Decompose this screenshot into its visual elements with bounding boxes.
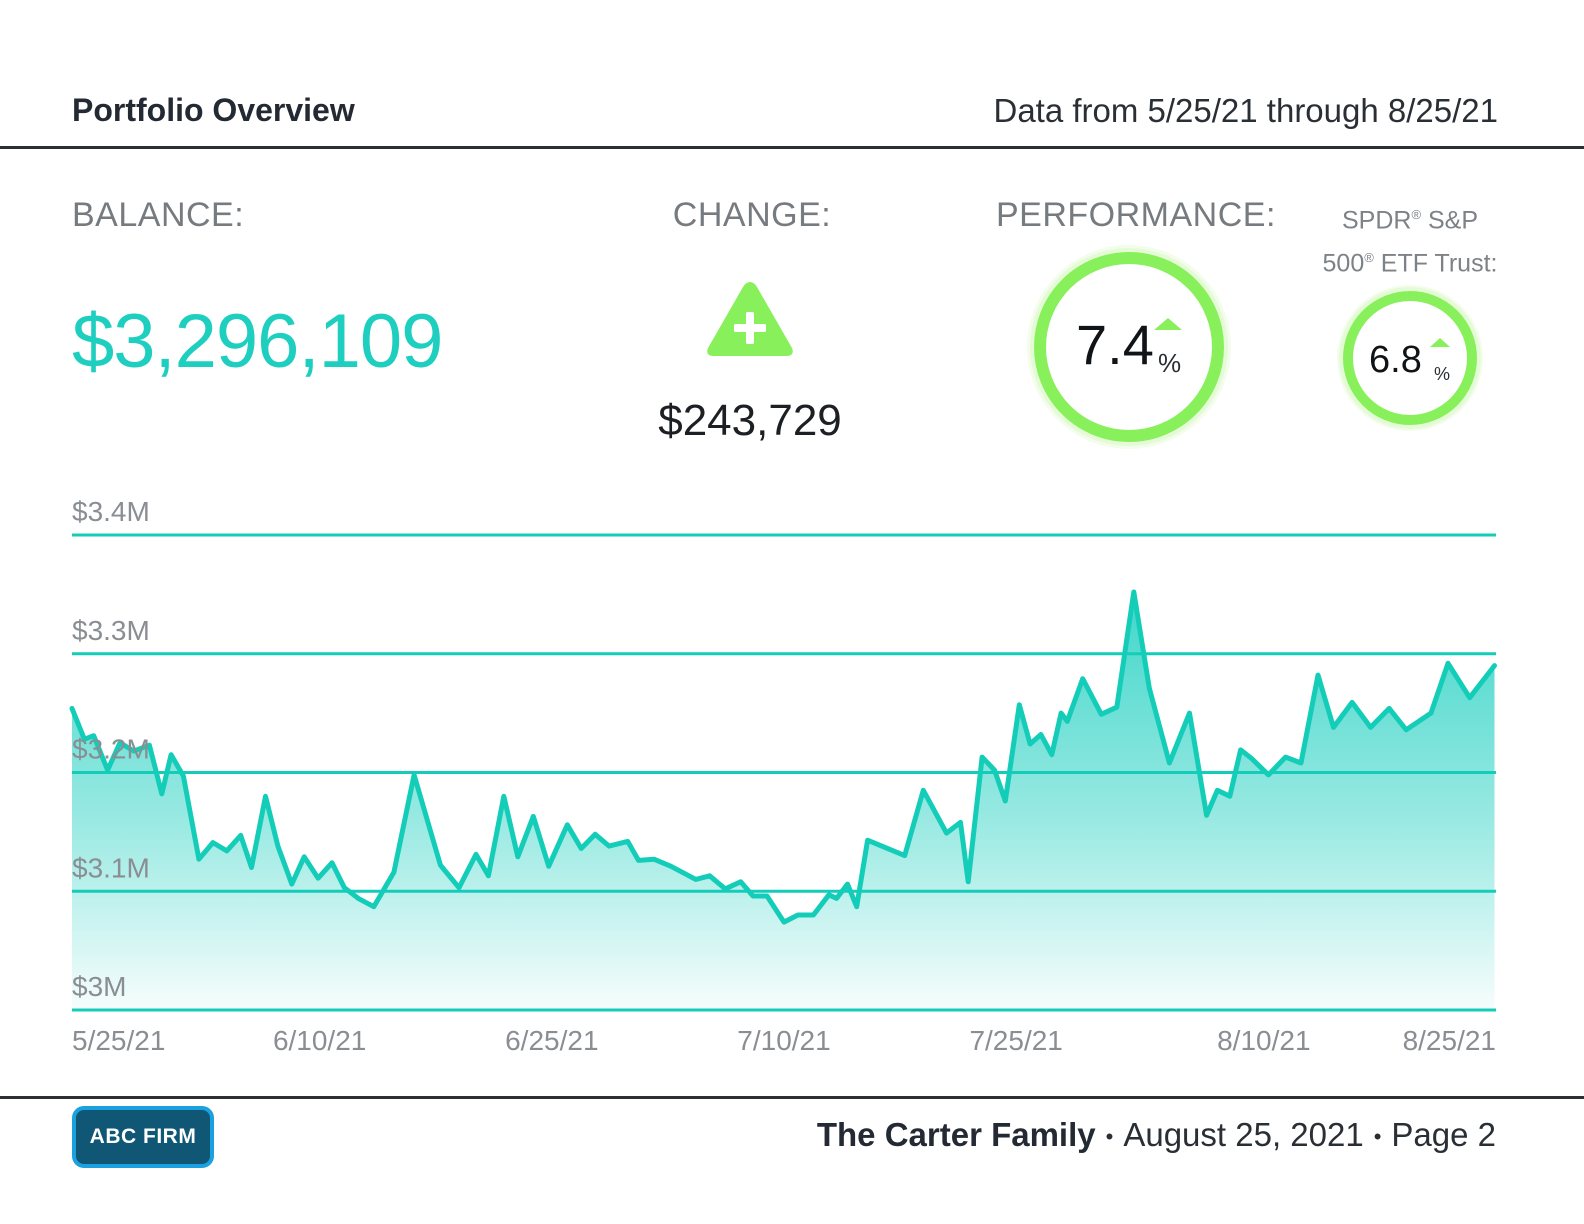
footer-divider xyxy=(0,1096,1584,1099)
registered-mark: ® xyxy=(1411,207,1422,222)
benchmark-label-line2b: ETF Trust: xyxy=(1373,249,1498,278)
balance-line xyxy=(69,589,1497,925)
date-range: Data from 5/25/21 through 8/25/21 xyxy=(993,92,1498,129)
header-divider xyxy=(0,146,1584,149)
performance-label: PERFORMANCE: xyxy=(996,196,1276,234)
up-triangle-icon xyxy=(1430,338,1450,347)
page-number: Page 2 xyxy=(1391,1116,1496,1153)
x-tick-label: 6/25/21 xyxy=(505,1025,598,1056)
footer-info: The Carter Family • August 25, 2021 • Page 2 xyxy=(817,1116,1496,1154)
x-tick-label: 7/25/21 xyxy=(969,1025,1062,1056)
y-tick-label: $3.3M xyxy=(72,615,150,646)
x-tick-label: 6/10/21 xyxy=(273,1025,366,1056)
report-date: August 25, 2021 xyxy=(1123,1116,1364,1153)
change-label: CHANGE: xyxy=(672,196,832,234)
separator: • xyxy=(1105,1124,1114,1150)
performance-gauge: 7.4 % xyxy=(1034,252,1224,442)
balance-value: $3,296,109 xyxy=(72,299,443,384)
y-tick-label: $3.1M xyxy=(72,852,150,883)
up-triangle-icon xyxy=(1154,318,1182,330)
x-tick-label: 8/25/21 xyxy=(1403,1025,1496,1056)
firm-logo: ABC FIRM xyxy=(72,1106,214,1168)
separator: • xyxy=(1373,1124,1382,1150)
benchmark-unit: % xyxy=(1434,364,1451,384)
benchmark-value: 6.8 xyxy=(1369,339,1422,381)
benchmark-label-line1b: S&P xyxy=(1421,206,1479,235)
page-title: Portfolio Overview xyxy=(72,92,355,128)
performance-value: 7.4 xyxy=(1076,313,1154,376)
performance-unit: % xyxy=(1158,348,1182,378)
x-tick-label: 7/10/21 xyxy=(737,1025,830,1056)
plus-triangle-icon xyxy=(704,278,796,365)
balance-area xyxy=(72,592,1495,1010)
x-tick-label: 5/25/21 xyxy=(72,1025,165,1056)
y-tick-label: $3.4M xyxy=(72,496,150,527)
client-name: The Carter Family xyxy=(816,1116,1096,1153)
benchmark-label-line2: 500 xyxy=(1322,249,1365,278)
change-value: $243,729 xyxy=(658,396,842,445)
registered-mark: ® xyxy=(1364,250,1374,266)
benchmark-label-line1: SPDR xyxy=(1341,206,1412,235)
benchmark-gauge: 6.8 % xyxy=(1343,291,1477,425)
y-tick-label: $3.2M xyxy=(72,734,150,765)
balance-label: BALANCE: xyxy=(72,196,245,234)
portfolio-chart: $3.4M $3.3M $3.2M $3.1M $3M 5/25/21 6/10/21 6/… xyxy=(69,496,1497,1056)
benchmark-label: SPDR® S&P 500® ETF Trust: xyxy=(1300,196,1520,283)
x-tick-label: 8/10/21 xyxy=(1217,1025,1310,1056)
y-tick-label: $3M xyxy=(72,971,126,1002)
